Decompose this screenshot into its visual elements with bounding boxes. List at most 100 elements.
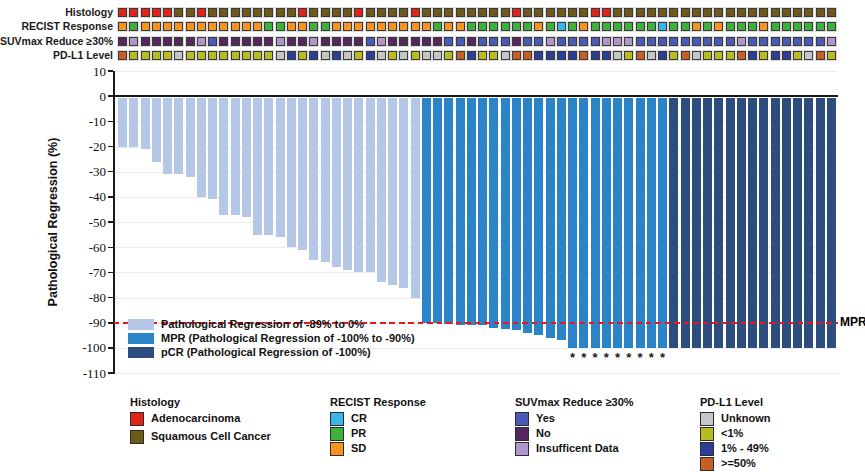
y-tick — [108, 372, 113, 374]
annotation-square — [287, 8, 296, 17]
gridline — [113, 373, 838, 374]
annotation-square — [399, 37, 408, 46]
waterfall-bar — [534, 98, 543, 336]
waterfall-bar — [669, 98, 678, 348]
annotation-square — [467, 22, 476, 31]
waterfall-bar — [467, 98, 476, 326]
annotation-square — [298, 51, 307, 60]
legend-item-label: CR — [351, 412, 367, 424]
waterfall-bar — [298, 98, 307, 250]
annotation-square — [197, 22, 206, 31]
annotation-square — [557, 51, 566, 60]
annotation-square — [309, 37, 318, 46]
asterisk-marker: * — [567, 350, 579, 365]
annotation-square — [422, 37, 431, 46]
annotation-square — [186, 37, 195, 46]
annotation-square — [726, 8, 735, 17]
annotation-square — [343, 51, 352, 60]
annotation-square — [276, 51, 285, 60]
waterfall-bar — [647, 98, 656, 348]
annotation-square — [118, 22, 127, 31]
waterfall-bar — [782, 98, 791, 348]
legend-item-label: Yes — [536, 412, 555, 424]
waterfall-bar — [759, 98, 768, 348]
track-label-suvmax: SUVmax Reduce ≥30% — [0, 35, 113, 47]
annotation-square — [793, 8, 802, 17]
waterfall-bar — [231, 98, 240, 215]
annotation-square — [208, 8, 217, 17]
legend-item-label: Adenocarcinoma — [151, 412, 240, 424]
y-axis-line — [113, 71, 115, 374]
annotation-square — [377, 51, 386, 60]
annotation-square — [501, 8, 510, 17]
waterfall-bar — [658, 98, 667, 348]
y-tick — [108, 272, 113, 274]
legend-swatch-suvmax-N — [515, 427, 529, 441]
annotation-square — [782, 37, 791, 46]
annotation-square — [163, 8, 172, 17]
annotation-square — [276, 22, 285, 31]
annotation-square — [636, 22, 645, 31]
annotation-square — [816, 8, 825, 17]
annotation-square — [422, 51, 431, 60]
annotation-square — [692, 37, 701, 46]
annotation-square — [264, 37, 273, 46]
annotation-square — [523, 37, 532, 46]
y-tick — [108, 297, 113, 299]
waterfall-bar — [219, 98, 228, 215]
annotation-square — [478, 8, 487, 17]
annotation-square — [568, 22, 577, 31]
annotation-square — [692, 8, 701, 17]
annotation-square — [602, 51, 611, 60]
annotation-square — [703, 8, 712, 17]
y-tick-label: -20 — [60, 139, 106, 154]
waterfall-bar — [478, 98, 487, 326]
y-tick-label: -10 — [60, 114, 106, 129]
annotation-square — [523, 22, 532, 31]
waterfall-bar — [332, 98, 341, 268]
annotation-square — [636, 8, 645, 17]
y-tick-label: -50 — [60, 215, 106, 230]
annotation-square — [366, 51, 375, 60]
annotation-square — [804, 22, 813, 31]
annotation-square — [568, 8, 577, 17]
annotation-square — [703, 37, 712, 46]
asterisk-marker: * — [600, 350, 612, 365]
y-tick-label: 0 — [60, 89, 106, 104]
waterfall-bar — [276, 98, 285, 237]
y-tick-label: -70 — [60, 265, 106, 280]
waterfall-bar — [692, 98, 701, 348]
annotation-square — [118, 51, 127, 60]
annotation-square — [343, 22, 352, 31]
annotation-square — [703, 51, 712, 60]
waterfall-bar — [129, 98, 138, 147]
waterfall-bar — [388, 98, 397, 285]
annotation-square — [388, 51, 397, 60]
mpr-reference-label: MPR — [840, 315, 865, 329]
waterfall-bar — [411, 98, 420, 298]
annotation-square — [557, 37, 566, 46]
annotation-square — [624, 22, 633, 31]
annotation-square — [804, 51, 813, 60]
legend-group-title: PD-L1 Level — [700, 396, 763, 408]
legend-item-label: 1% - 49% — [721, 442, 769, 454]
annotation-square — [377, 37, 386, 46]
annotation-square — [647, 51, 656, 60]
track-label-histology: Histology — [0, 6, 113, 18]
annotation-square — [377, 22, 386, 31]
waterfall-bar — [557, 98, 566, 341]
annotation-square — [636, 51, 645, 60]
annotation-square — [422, 8, 431, 17]
annotation-square — [197, 37, 206, 46]
annotation-square — [186, 51, 195, 60]
waterfall-bar — [501, 98, 510, 329]
annotation-square — [568, 37, 577, 46]
annotation-square — [534, 51, 543, 60]
annotation-square — [231, 22, 240, 31]
legend-swatch-histology-A — [130, 412, 144, 426]
annotation-square — [557, 8, 566, 17]
annotation-square — [366, 8, 375, 17]
annotation-square — [534, 8, 543, 17]
annotation-square — [692, 22, 701, 31]
annotation-square — [411, 51, 420, 60]
